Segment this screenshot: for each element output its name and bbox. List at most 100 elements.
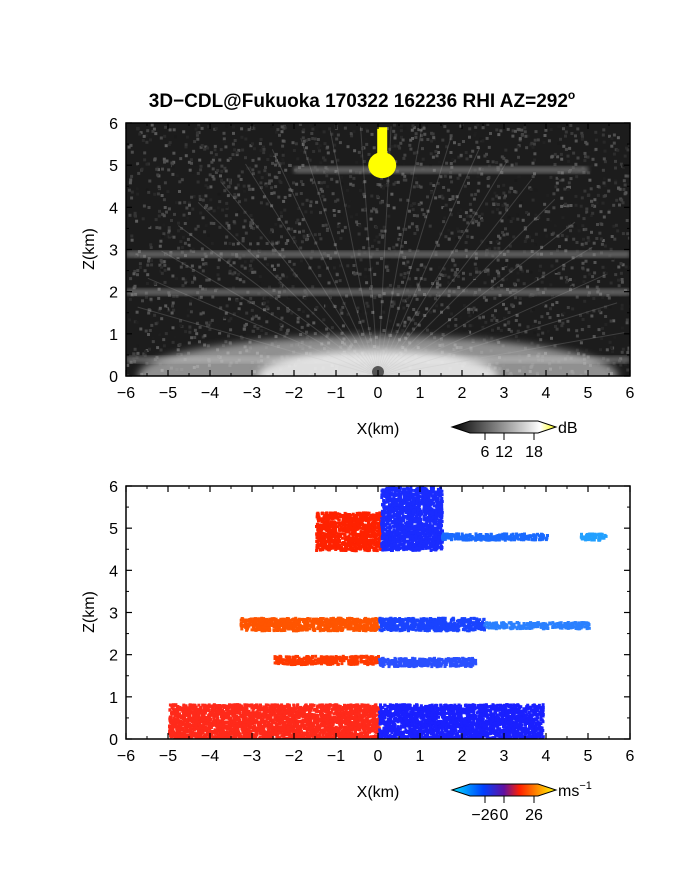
velocity-point [360, 523, 364, 526]
noise-speckle [562, 144, 566, 148]
velocity-point [378, 534, 382, 538]
noise-speckle [227, 226, 231, 230]
noise-speckle [301, 333, 304, 337]
noise-speckle [368, 213, 372, 217]
velocity-point [435, 540, 439, 544]
noise-speckle [203, 343, 207, 347]
noise-speckle [475, 270, 479, 274]
noise-speckle [581, 261, 585, 265]
noise-speckle [626, 148, 630, 152]
velocity-point [406, 523, 410, 527]
noise-speckle [618, 203, 621, 207]
noise-speckle [300, 240, 304, 244]
noise-speckle [286, 231, 289, 235]
noise-speckle [598, 132, 602, 135]
noise-speckle [283, 195, 287, 199]
noise-speckle [447, 188, 451, 192]
noise-speckle [438, 277, 442, 281]
velocity-point [395, 508, 399, 512]
noise-speckle [425, 328, 429, 332]
noise-speckle [196, 273, 200, 277]
noise-speckle [468, 272, 472, 276]
noise-speckle [504, 263, 508, 267]
noise-speckle [565, 235, 569, 239]
noise-speckle [441, 196, 445, 200]
noise-speckle [142, 134, 146, 138]
noise-speckle [280, 130, 284, 134]
noise-speckle [417, 285, 421, 289]
noise-speckle [558, 245, 561, 248]
noise-speckle [318, 232, 321, 236]
noise-speckle [474, 125, 478, 129]
velocity-point [367, 541, 371, 545]
noise-speckle [295, 221, 298, 225]
noise-speckle [393, 248, 397, 252]
noise-speckle [413, 232, 417, 235]
noise-speckle [574, 162, 578, 166]
noise-speckle [425, 124, 429, 128]
noise-speckle [158, 333, 162, 337]
velocity-point [351, 539, 355, 543]
noise-speckle [344, 203, 347, 207]
noise-speckle [485, 152, 488, 156]
noise-speckle [564, 130, 568, 134]
velocity-point [336, 533, 340, 537]
noise-speckle [311, 311, 315, 315]
noise-speckle [493, 191, 497, 195]
noise-speckle [502, 191, 506, 195]
velocity-point [342, 529, 346, 533]
noise-speckle [300, 325, 304, 329]
noise-speckle [373, 238, 377, 242]
noise-speckle [232, 261, 236, 265]
noise-speckle [240, 135, 244, 139]
velocity-point [398, 546, 402, 550]
noise-speckle [365, 142, 369, 146]
noise-speckle [276, 283, 280, 287]
noise-speckle [411, 318, 415, 322]
velocity-point [385, 497, 389, 501]
velocity-point [394, 486, 398, 490]
velocity-point [374, 535, 378, 539]
noise-speckle [454, 163, 458, 167]
noise-speckle [534, 130, 538, 134]
noise-speckle [406, 303, 410, 307]
noise-speckle [611, 350, 615, 354]
noise-speckle [530, 280, 534, 284]
noise-speckle [205, 278, 209, 282]
noise-speckle [595, 237, 599, 240]
noise-speckle [190, 195, 194, 199]
velocity-point [421, 544, 425, 548]
noise-speckle [165, 159, 169, 163]
noise-speckle [604, 194, 607, 198]
noise-speckle [204, 205, 207, 209]
noise-speckle [239, 178, 243, 181]
noise-speckle [600, 222, 604, 226]
noise-speckle [407, 277, 411, 281]
noise-speckle [616, 229, 620, 233]
noise-speckle [343, 126, 347, 130]
velocity-point [315, 525, 319, 529]
noise-speckle [326, 145, 330, 149]
noise-speckle [407, 209, 411, 213]
velocity-point [342, 517, 345, 521]
noise-speckle [313, 137, 317, 141]
noise-speckle [564, 134, 567, 138]
velocity-point [366, 511, 369, 515]
noise-speckle [435, 304, 439, 308]
noise-speckle [533, 172, 536, 176]
noise-speckle [612, 141, 616, 145]
noise-speckle [351, 183, 355, 187]
velocity-point [354, 539, 358, 543]
noise-speckle [378, 233, 382, 237]
noise-speckle [443, 207, 447, 211]
noise-speckle [540, 245, 544, 249]
noise-speckle [387, 257, 391, 261]
noise-speckle [551, 303, 555, 307]
noise-speckle [222, 181, 226, 185]
noise-speckle [551, 295, 554, 298]
noise-speckle [214, 170, 218, 174]
noise-speckle [501, 278, 505, 282]
velocity-point [322, 546, 326, 550]
